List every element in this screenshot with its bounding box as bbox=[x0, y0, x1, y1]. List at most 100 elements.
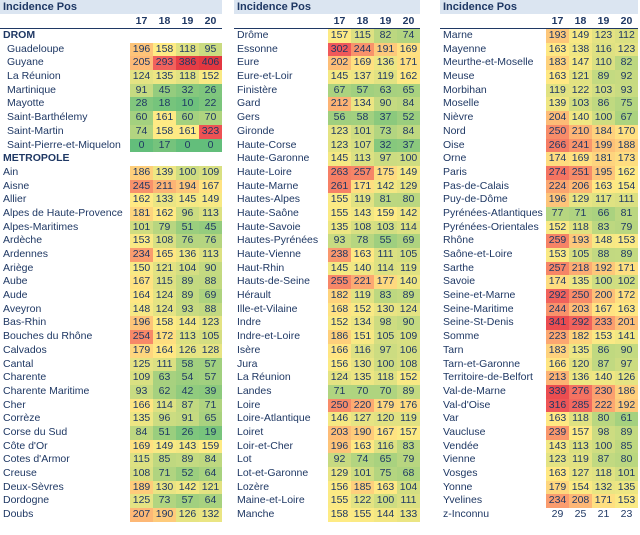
table-row: Jura 156 130 100 108 bbox=[234, 357, 420, 372]
incidence-value: 171 bbox=[397, 56, 420, 71]
department-name: Savoie bbox=[443, 275, 476, 288]
incidence-value: 159 bbox=[199, 439, 222, 454]
incidence-value: 75 bbox=[374, 467, 397, 481]
incidence-value: 163 bbox=[546, 70, 569, 84]
incidence-value: 193 bbox=[569, 234, 592, 248]
incidence-value: 45 bbox=[153, 83, 176, 98]
incidence-value: 123 bbox=[328, 138, 351, 153]
incidence-value: 67 bbox=[615, 111, 638, 125]
incidence-value: 218 bbox=[569, 261, 592, 276]
department-name: Pyrénées-Orientales bbox=[443, 220, 539, 233]
department-name: Saône-et-Loire bbox=[443, 248, 513, 260]
incidence-value: 100 bbox=[592, 275, 615, 290]
incidence-value: 155 bbox=[328, 206, 351, 221]
incidence-value: 250 bbox=[569, 289, 592, 303]
incidence-value: 45 bbox=[199, 220, 222, 235]
incidence-value: 116 bbox=[374, 439, 397, 454]
table-row: Deux-Sèvres 189 130 142 121 bbox=[0, 480, 222, 495]
incidence-value: 60 bbox=[130, 111, 153, 125]
department-name: Eure bbox=[237, 56, 260, 69]
incidence-value: 241 bbox=[569, 138, 592, 153]
table-row: Haute-Saône 155 143 159 142 bbox=[234, 206, 420, 221]
department-name: Aube bbox=[3, 275, 28, 288]
department-name: Charente Maritime bbox=[3, 384, 90, 397]
table-row: Moselle 139 103 86 75 bbox=[440, 97, 638, 112]
incidence-value: 95 bbox=[199, 42, 222, 57]
incidence-value: 208 bbox=[569, 494, 592, 509]
incidence-value: 161 bbox=[176, 124, 199, 139]
incidence-value: 57 bbox=[199, 371, 222, 385]
incidence-value: 89 bbox=[176, 275, 199, 290]
incidence-value: 116 bbox=[592, 42, 615, 57]
department-name: Finistère bbox=[237, 83, 278, 96]
incidence-value: 89 bbox=[397, 289, 420, 303]
incidence-value: 155 bbox=[328, 193, 351, 207]
column-header: 17 bbox=[551, 15, 564, 27]
incidence-value: 167 bbox=[130, 275, 153, 290]
incidence-value: 151 bbox=[351, 330, 374, 344]
incidence-value: 69 bbox=[397, 234, 420, 248]
department-name: Haute-Marne bbox=[237, 179, 299, 192]
incidence-value: 25 bbox=[574, 508, 587, 521]
incidence-value: 90 bbox=[199, 261, 222, 276]
incidence-value: 166 bbox=[546, 357, 569, 372]
incidence-value: 66 bbox=[592, 206, 615, 221]
incidence-value: 121 bbox=[153, 261, 176, 276]
incidence-value: 114 bbox=[153, 398, 176, 413]
incidence-value: 139 bbox=[546, 97, 569, 112]
department-name: Saint-Barthélemy bbox=[7, 111, 88, 124]
incidence-value: 152 bbox=[351, 302, 374, 317]
incidence-value: 276 bbox=[569, 384, 592, 399]
incidence-value: 149 bbox=[153, 439, 176, 454]
table-row: Marne 193 149 123 112 bbox=[440, 29, 638, 43]
incidence-value: 85 bbox=[615, 439, 638, 454]
incidence-value: 179 bbox=[130, 343, 153, 358]
table-row: Ain 186 139 100 109 bbox=[0, 165, 222, 180]
department-name: Hérault bbox=[237, 289, 271, 302]
department-name: Saint-Pierre-et-Miquelon bbox=[7, 138, 121, 151]
table-row: Alpes-Maritimes 101 79 51 45 bbox=[0, 220, 222, 235]
incidence-value: 0 bbox=[176, 138, 199, 153]
incidence-value: 107 bbox=[351, 138, 374, 153]
table-row: Maine-et-Loire 155 122 100 111 bbox=[234, 494, 420, 509]
department-name: Vosges bbox=[443, 467, 478, 479]
table-row: Finistère 67 57 63 65 bbox=[234, 83, 420, 98]
incidence-value: 71 bbox=[569, 206, 592, 221]
incidence-value: 207 bbox=[130, 508, 153, 522]
department-name: Loire-Atlantique bbox=[237, 412, 311, 425]
incidence-value: 140 bbox=[351, 261, 374, 276]
incidence-value: 148 bbox=[592, 234, 615, 248]
incidence-value: 204 bbox=[546, 111, 569, 125]
department-name: Sarthe bbox=[443, 261, 474, 274]
incidence-value: 70 bbox=[351, 384, 374, 399]
department-name: Val-de-Marne bbox=[443, 384, 506, 397]
incidence-value: 84 bbox=[397, 124, 420, 139]
department-name: Yonne bbox=[443, 480, 473, 493]
incidence-value: 108 bbox=[397, 357, 420, 372]
incidence-value: 163 bbox=[351, 248, 374, 262]
incidence-value: 73 bbox=[374, 124, 397, 139]
table-row: La Réunion 124 135 118 152 bbox=[234, 371, 420, 385]
department-name: Indre-et-Loire bbox=[237, 330, 301, 343]
incidence-value: 111 bbox=[397, 494, 420, 509]
incidence-value: 134 bbox=[351, 316, 374, 331]
table-row: Bas-Rhin 196 158 144 123 bbox=[0, 316, 222, 331]
department-name: Paris bbox=[443, 165, 467, 178]
incidence-value: 124 bbox=[153, 302, 176, 317]
table-row: Corrèze 135 96 91 65 bbox=[0, 412, 222, 426]
incidence-value: 101 bbox=[351, 124, 374, 139]
incidence-value: 185 bbox=[351, 480, 374, 495]
section-label: DROM bbox=[3, 29, 36, 41]
department-name: Aude bbox=[3, 289, 28, 302]
department-name: Haute-Vienne bbox=[237, 248, 302, 260]
incidence-value: 0 bbox=[130, 138, 153, 153]
department-name: Creuse bbox=[3, 467, 37, 479]
incidence-value: 233 bbox=[592, 316, 615, 331]
incidence-value: 124 bbox=[153, 289, 176, 303]
department-name: Hautes-Pyrénées bbox=[237, 234, 319, 247]
column-header: 19 bbox=[379, 15, 392, 27]
department-name: Ariège bbox=[3, 261, 34, 274]
department-name: Maine-et-Loire bbox=[237, 494, 305, 507]
incidence-value: 135 bbox=[328, 220, 351, 235]
incidence-value: 23 bbox=[620, 508, 633, 521]
